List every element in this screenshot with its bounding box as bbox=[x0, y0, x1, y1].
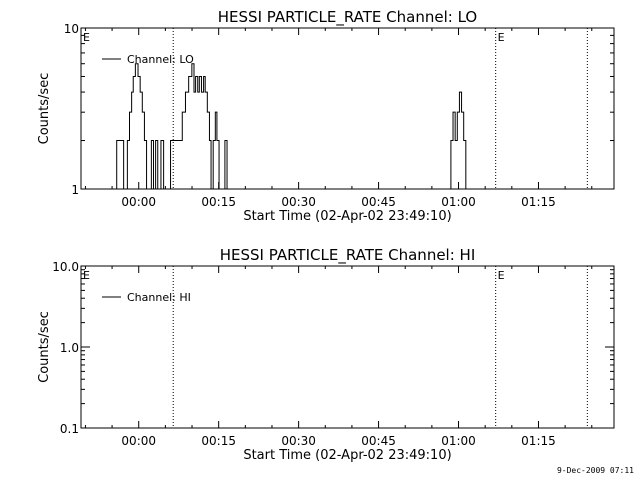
y-axis-label: Counts/sec bbox=[37, 73, 52, 145]
y-tick-label: 0.1 bbox=[60, 422, 79, 436]
legend-label: Channel: LO bbox=[127, 53, 194, 66]
y-tick-label: 1.0 bbox=[60, 341, 79, 355]
y-tick-label: 1 bbox=[71, 183, 79, 197]
x-axis-label: Start Time (02-Apr-02 23:49:10) bbox=[243, 209, 451, 224]
x-tick-label: 01:15 bbox=[521, 434, 556, 448]
x-tick-label: 00:00 bbox=[121, 195, 156, 209]
x-tick-label: 01:00 bbox=[441, 434, 476, 448]
x-tick-label: 00:45 bbox=[361, 434, 396, 448]
x-axis-label: Start Time (02-Apr-02 23:49:10) bbox=[243, 448, 451, 463]
chart-panel-1: HESSI PARTICLE_RATE Channel: LO 00:00 00:1… bbox=[37, 8, 615, 224]
x-tick-label: 01:00 bbox=[441, 195, 476, 209]
time-marker-label: E bbox=[498, 269, 505, 282]
time-marker-label: E bbox=[498, 31, 505, 44]
chart-title: HESSI PARTICLE_RATE Channel: LO bbox=[218, 8, 477, 27]
y-tick-label: 10 bbox=[64, 22, 79, 36]
series-line bbox=[114, 63, 467, 190]
chart-panel-2: HESSI PARTICLE_RATE Channel: HI 00:00 00:1… bbox=[37, 246, 615, 463]
x-tick-label: 00:45 bbox=[361, 195, 396, 209]
time-marker-label: E bbox=[83, 31, 90, 44]
time-marker-label: E bbox=[83, 269, 90, 282]
y-tick-label: 10.0 bbox=[52, 260, 79, 274]
x-tick-label: 00:00 bbox=[121, 434, 156, 448]
x-tick-label: 00:30 bbox=[281, 195, 316, 209]
x-tick-label: 00:15 bbox=[201, 195, 236, 209]
footer-timestamp: 9-Dec-2009 07:11 bbox=[556, 466, 634, 475]
legend-label: Channel: HI bbox=[127, 291, 191, 304]
x-tick-label: 01:15 bbox=[521, 195, 556, 209]
y-axis-label: Counts/sec bbox=[37, 311, 52, 383]
chart-title: HESSI PARTICLE_RATE Channel: HI bbox=[220, 246, 476, 265]
x-tick-label: 00:15 bbox=[201, 434, 236, 448]
x-tick-label: 00:30 bbox=[281, 434, 316, 448]
